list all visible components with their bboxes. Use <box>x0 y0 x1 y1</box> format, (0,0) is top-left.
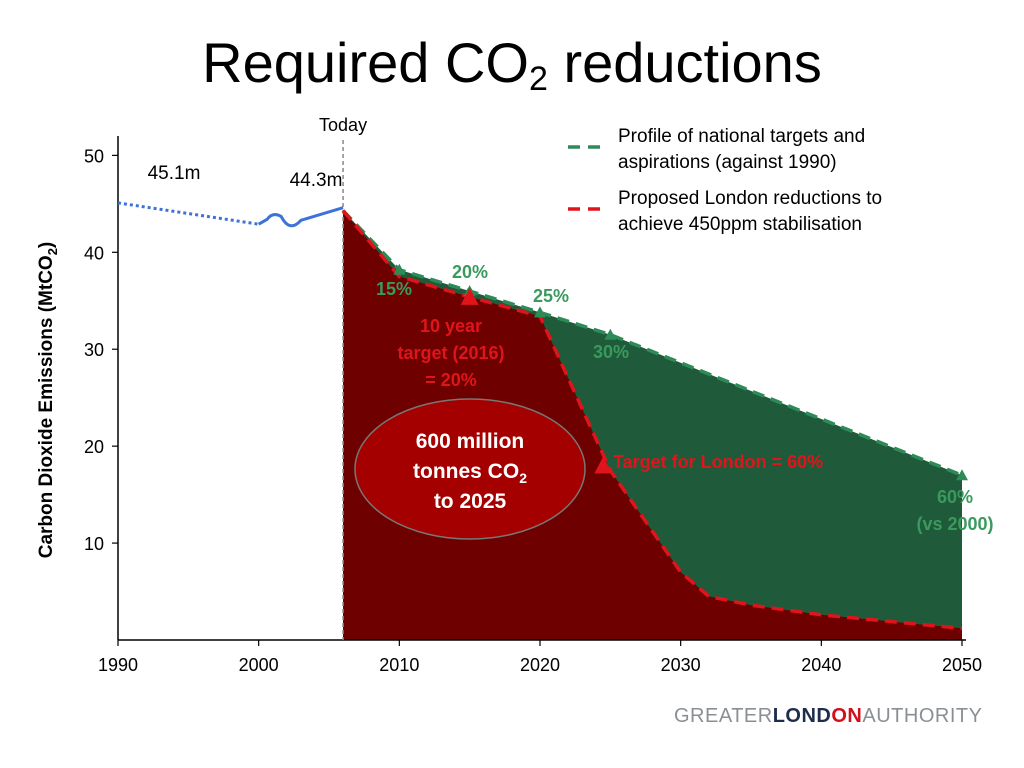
bubble-line2: tonnes CO2 <box>413 460 527 486</box>
national-label-2020: 25% <box>533 286 569 306</box>
y-tick-label: 30 <box>84 340 104 360</box>
national-profile-line <box>341 209 963 477</box>
x-tick-label: 2000 <box>239 655 279 675</box>
history-actual-line <box>257 206 344 228</box>
national-marker <box>393 263 406 275</box>
national-label-2010: 15% <box>376 279 412 299</box>
gla-logo: GREATERLONDONAUTHORITY <box>674 705 982 728</box>
cumulative-bubble <box>354 398 586 540</box>
title-text: Required CO <box>202 31 529 94</box>
page-title: Required CO2 reductions <box>0 30 1024 99</box>
y-axis-label-close: ) <box>36 242 57 248</box>
national-label-2050-a: 60% <box>937 487 973 507</box>
bubble-line2-subscript: 2 <box>519 470 527 486</box>
national-label-2015: 20% <box>452 262 488 282</box>
y-axis-label-subscript: 2 <box>45 248 60 255</box>
y-tick-label: 20 <box>84 437 104 457</box>
bubble-line3: to 2025 <box>434 490 507 513</box>
london-marker <box>460 287 479 305</box>
bubble-line1: 600 million <box>416 430 525 453</box>
x-tick-label: 2010 <box>379 655 419 675</box>
london-marker <box>594 456 613 474</box>
national-marker <box>956 469 968 481</box>
title-text-rest: reductions <box>547 31 822 94</box>
legend-national-line2: aspirations (against 1990) <box>618 152 837 173</box>
london-label-target: Target for London = 60% <box>613 452 823 472</box>
national-marker <box>534 306 546 318</box>
london-label-2016-line1: 10 year <box>420 316 482 336</box>
national-label-2050-b: (vs 2000) <box>916 514 993 534</box>
y-tick-label: 40 <box>84 243 104 263</box>
x-tick-label: 1990 <box>98 655 138 675</box>
legend-national-line1: Profile of national targets and <box>618 126 866 147</box>
label-1990-emissions: 45.1m <box>148 163 201 184</box>
legend-national-label: Profile of national targets and aspirati… <box>618 124 865 176</box>
y-tick-label: 10 <box>84 534 104 554</box>
y-tick-label: 50 <box>84 146 104 166</box>
x-tick-label: 2020 <box>520 655 560 675</box>
x-tick-label: 2040 <box>801 655 841 675</box>
national-label-2025: 30% <box>593 342 629 362</box>
logo-authority: AUTHORITY <box>862 705 983 727</box>
logo-lond: LOND <box>772 705 832 727</box>
legend-london-line2: achieve 450ppm stabilisation <box>618 214 862 235</box>
history-estimated-line <box>117 201 259 226</box>
title-subscript: 2 <box>528 60 548 98</box>
london-label-2016-line2: target (2016) <box>397 343 504 363</box>
y-axis-label-text: Carbon Dioxide Emissions (MtCO <box>36 255 57 558</box>
logo-on: ON <box>831 705 863 727</box>
logo-greater: GREATER <box>674 705 773 727</box>
legend-london-label: Proposed London reductions to achieve 45… <box>618 186 882 238</box>
bubble-line2-text: tonnes CO <box>413 460 519 483</box>
legend-london-line1: Proposed London reductions to <box>618 188 883 209</box>
x-tick-label: 2030 <box>661 655 701 675</box>
today-label: Today <box>319 115 367 135</box>
label-2006-emissions: 44.3m <box>290 170 343 191</box>
national-marker <box>604 328 617 340</box>
y-axis-label: Carbon Dioxide Emissions (MtCO2) <box>36 242 60 559</box>
london-profile-line <box>341 209 963 631</box>
x-tick-label: 2050 <box>942 655 982 675</box>
london-label-2016-line3: = 20% <box>425 370 477 390</box>
